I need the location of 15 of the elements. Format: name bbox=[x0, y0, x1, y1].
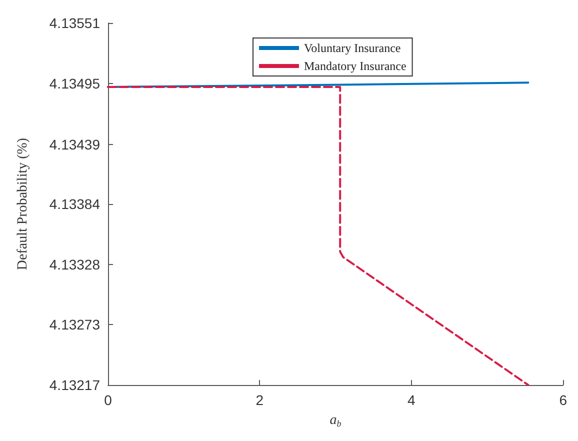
x-tick-label: 2 bbox=[256, 392, 264, 408]
x-tick-label: 0 bbox=[104, 392, 112, 408]
y-tick-label: 4.13439 bbox=[49, 136, 100, 152]
y-tick-label: 4.13273 bbox=[49, 316, 100, 332]
y-tick-label: 4.13495 bbox=[49, 76, 100, 92]
y-axis-title: Default Probability (%) bbox=[16, 138, 30, 270]
legend-label: Mandatory Insurance bbox=[304, 59, 406, 73]
y-tick-label: 4.13217 bbox=[49, 377, 100, 393]
legend-label: Voluntary Insurance bbox=[304, 41, 401, 55]
y-tick-label: 4.13384 bbox=[49, 196, 100, 212]
y-tick-label: 4.13328 bbox=[49, 256, 100, 273]
y-tick-label: 4.13551 bbox=[49, 15, 100, 31]
x-tick-label: 6 bbox=[559, 392, 568, 408]
line-series bbox=[107, 86, 530, 386]
x-tick-label: 4 bbox=[408, 392, 416, 408]
